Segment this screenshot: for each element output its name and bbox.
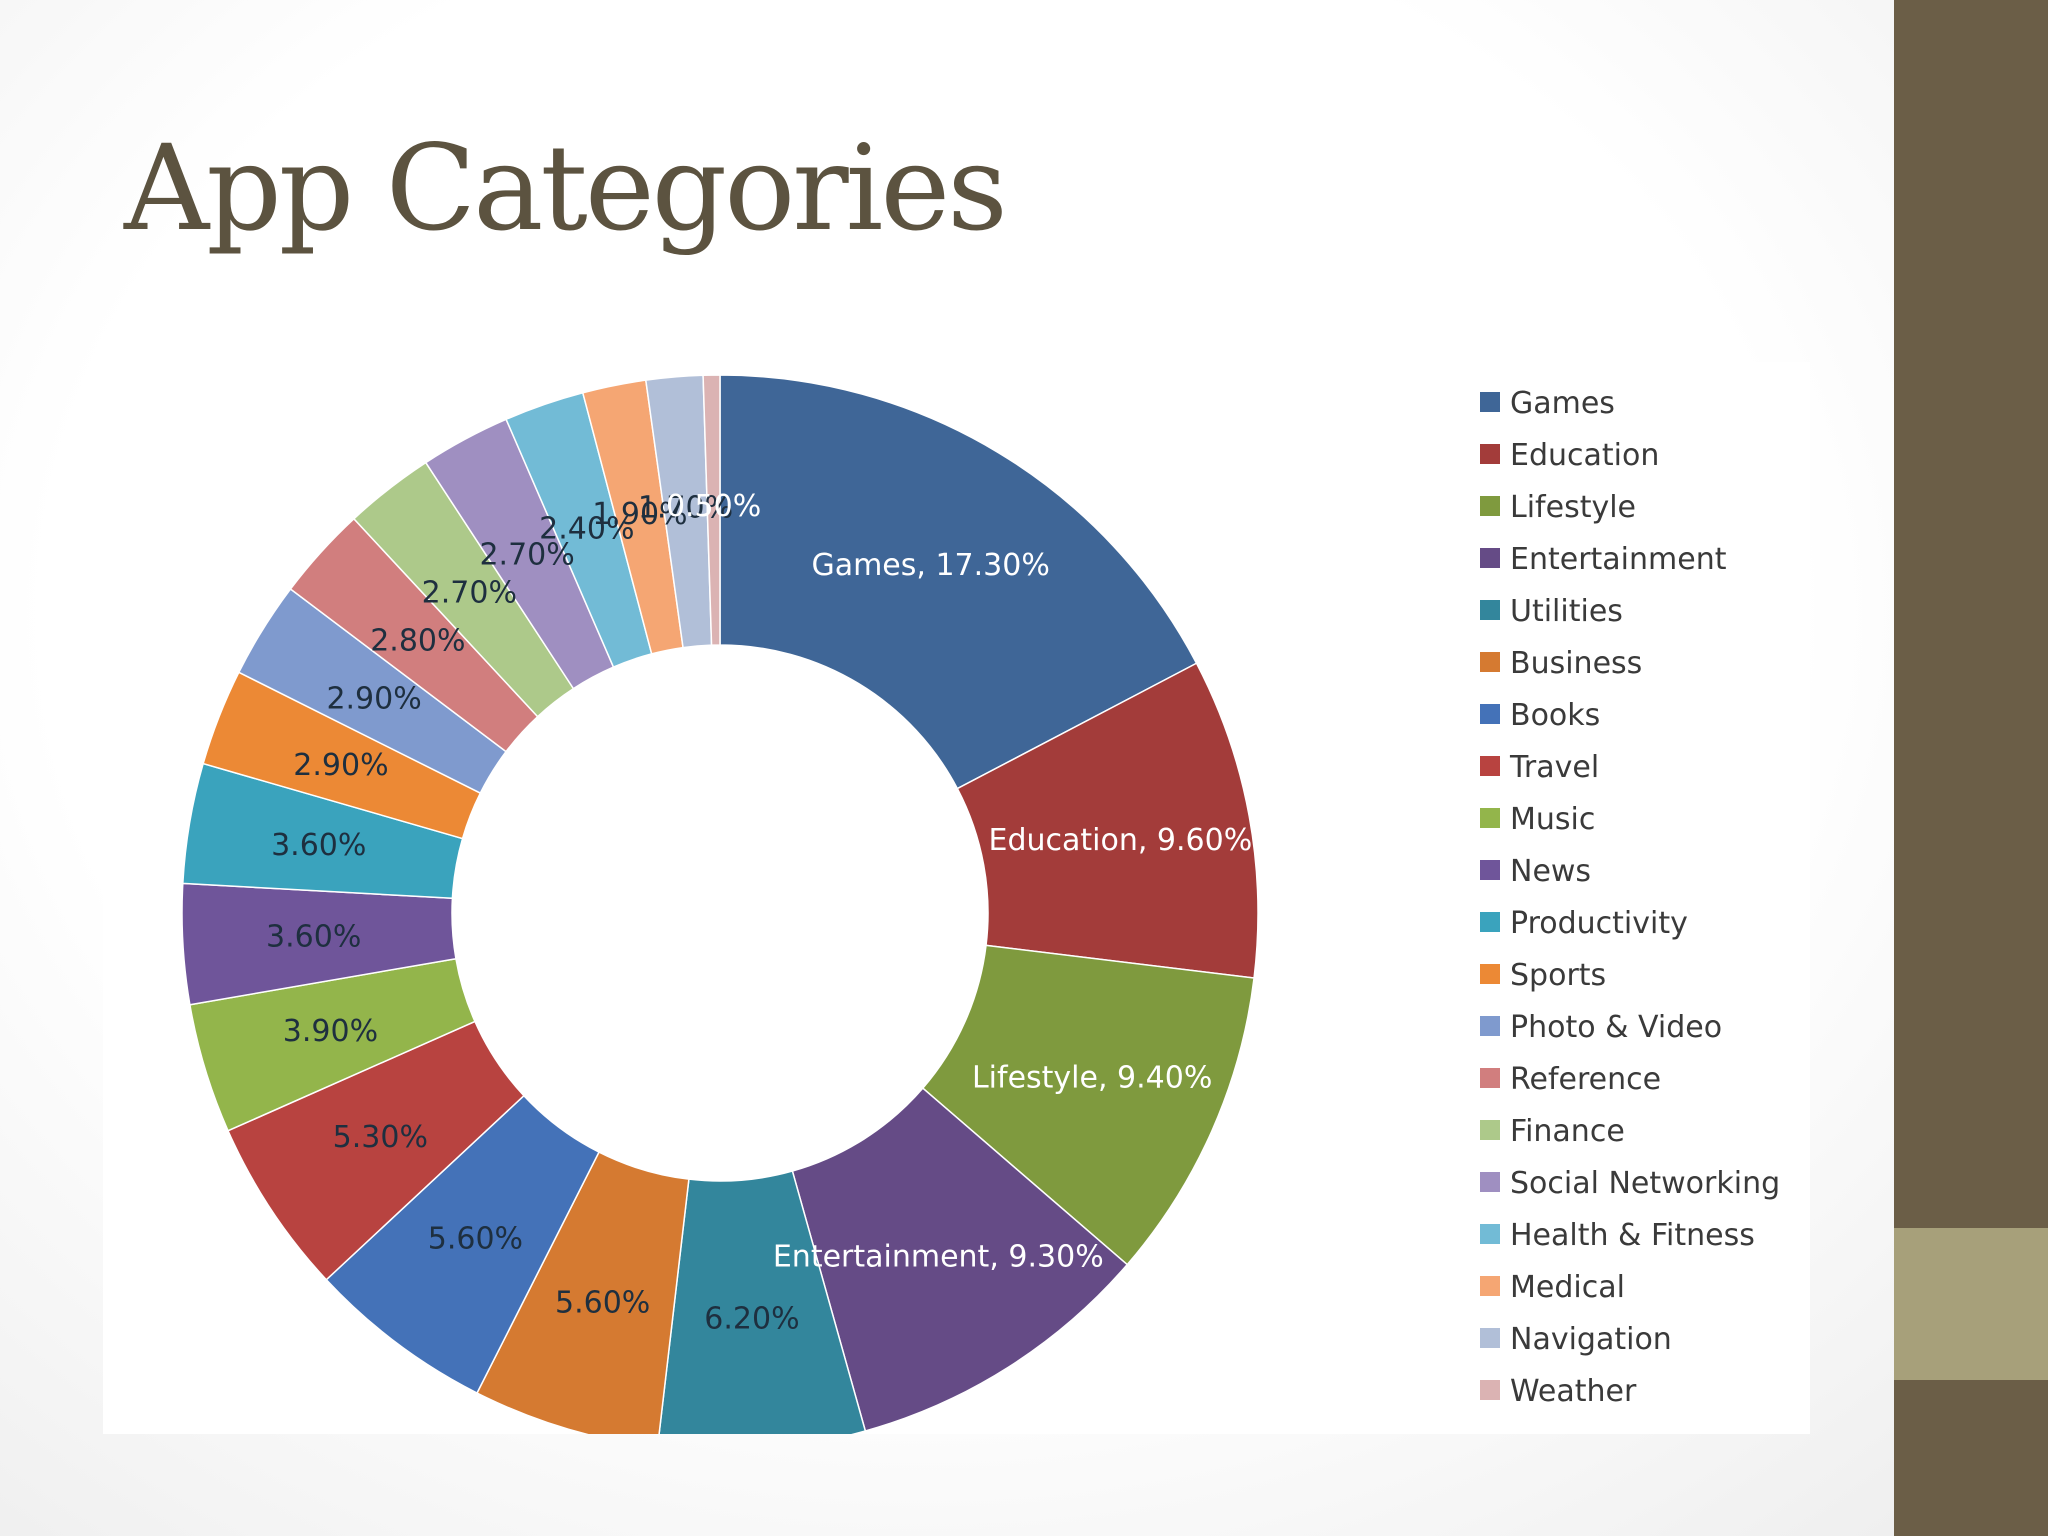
legend-item-books: Books — [1480, 698, 1600, 733]
legend-swatch — [1480, 1276, 1500, 1296]
legend-swatch — [1480, 600, 1500, 620]
data-label-photo-and-video: 2.90% — [326, 682, 421, 717]
data-label-books: 5.60% — [428, 1221, 523, 1256]
chart-legend: Games Education Lifestyle Entertainment Util… — [1480, 386, 1780, 1409]
slide-title: App Categories — [124, 119, 1008, 257]
legend-item-social-networking: Social Networking — [1480, 1166, 1780, 1201]
legend-item-games: Games — [1480, 386, 1615, 421]
legend-item-navigation: Navigation — [1480, 1322, 1672, 1357]
chart-slices — [181, 374, 1259, 1434]
legend-item-education: Education — [1480, 438, 1659, 473]
data-label-utilities: 6.20% — [704, 1302, 799, 1337]
legend-item-business: Business — [1480, 646, 1642, 681]
data-label-education: Education, 9.60% — [988, 823, 1252, 858]
legend-swatch — [1480, 444, 1500, 464]
legend-label: Medical — [1510, 1270, 1625, 1305]
legend-label: Lifestyle — [1510, 490, 1636, 525]
legend-swatch — [1480, 496, 1500, 516]
legend-label: Photo & Video — [1510, 1010, 1722, 1045]
legend-label: Finance — [1510, 1114, 1625, 1149]
legend-label: Entertainment — [1510, 542, 1727, 577]
legend-label: Games — [1510, 386, 1615, 421]
legend-swatch — [1480, 964, 1500, 984]
legend-label: Social Networking — [1510, 1166, 1780, 1201]
legend-label: Navigation — [1510, 1322, 1672, 1357]
slice-entertainment — [791, 1087, 1129, 1432]
right-decor-accent — [1894, 1228, 2048, 1380]
legend-label: Weather — [1510, 1374, 1637, 1409]
data-label-health-and-fitness: 2.40% — [539, 511, 634, 546]
data-label-music: 3.90% — [283, 1014, 378, 1049]
legend-item-medical: Medical — [1480, 1270, 1625, 1305]
legend-item-weather: Weather — [1480, 1374, 1637, 1409]
legend-item-reference: Reference — [1480, 1062, 1661, 1097]
data-label-travel: 5.30% — [333, 1120, 428, 1155]
legend-item-lifestyle: Lifestyle — [1480, 490, 1636, 525]
data-label-medical: 1.90% — [592, 497, 687, 532]
legend-item-utilities: Utilities — [1480, 594, 1623, 629]
slice-education — [956, 662, 1259, 979]
data-label-sports: 2.90% — [293, 748, 388, 783]
legend-swatch — [1480, 808, 1500, 828]
data-label-business: 5.60% — [555, 1286, 650, 1321]
legend-item-travel: Travel — [1480, 750, 1599, 785]
legend-item-productivity: Productivity — [1480, 906, 1688, 941]
legend-label: Reference — [1510, 1062, 1661, 1097]
legend-label: Books — [1510, 698, 1600, 733]
data-label-games: Games, 17.30% — [811, 548, 1049, 583]
legend-label: Music — [1510, 802, 1595, 837]
data-label-social-networking: 2.70% — [479, 538, 574, 573]
legend-swatch — [1480, 1172, 1500, 1192]
legend-item-finance: Finance — [1480, 1114, 1625, 1149]
legend-label: Business — [1510, 646, 1642, 681]
data-label-navigation: 1.70% — [638, 490, 733, 525]
slice-utilities — [658, 1170, 867, 1434]
legend-swatch — [1480, 1016, 1500, 1036]
legend-swatch — [1480, 652, 1500, 672]
legend-item-health-and-fitness: Health & Fitness — [1480, 1218, 1755, 1253]
legend-swatch — [1480, 1120, 1500, 1140]
legend-swatch — [1480, 548, 1500, 568]
legend-item-news: News — [1480, 854, 1591, 889]
donut-chart: Games, 17.30% Education, 9.60% Lifestyle, … — [181, 374, 1780, 1434]
chart-data-labels: Games, 17.30% Education, 9.60% Lifestyle, … — [266, 489, 1252, 1337]
legend-label: Health & Fitness — [1510, 1218, 1755, 1253]
legend-swatch — [1480, 392, 1500, 412]
legend-label: Productivity — [1510, 906, 1688, 941]
data-label-finance: 2.70% — [422, 575, 517, 610]
legend-label: Travel — [1509, 750, 1599, 785]
legend-swatch — [1480, 860, 1500, 880]
legend-swatch — [1480, 1380, 1500, 1400]
slice-games — [719, 374, 1198, 790]
legend-label: News — [1510, 854, 1591, 889]
legend-label: Utilities — [1510, 594, 1623, 629]
data-label-weather: 0.50% — [666, 489, 761, 524]
slice-weather — [702, 374, 721, 646]
slice-lifestyle — [921, 944, 1255, 1266]
legend-swatch — [1480, 704, 1500, 724]
legend-item-sports: Sports — [1480, 958, 1606, 993]
legend-label: Education — [1510, 438, 1659, 473]
data-label-productivity: 3.60% — [271, 828, 366, 863]
legend-item-entertainment: Entertainment — [1480, 542, 1727, 577]
legend-swatch — [1480, 1224, 1500, 1244]
legend-item-photo-and-video: Photo & Video — [1480, 1010, 1722, 1045]
legend-label: Sports — [1510, 958, 1606, 993]
legend-swatch — [1480, 1068, 1500, 1088]
legend-swatch — [1480, 912, 1500, 932]
data-label-news: 3.60% — [266, 920, 361, 955]
data-label-reference: 2.80% — [370, 623, 465, 658]
legend-swatch — [1480, 1328, 1500, 1348]
legend-item-music: Music — [1480, 802, 1595, 837]
data-label-lifestyle: Lifestyle, 9.40% — [972, 1061, 1212, 1096]
data-label-entertainment: Entertainment, 9.30% — [773, 1240, 1104, 1275]
legend-swatch — [1480, 756, 1500, 776]
